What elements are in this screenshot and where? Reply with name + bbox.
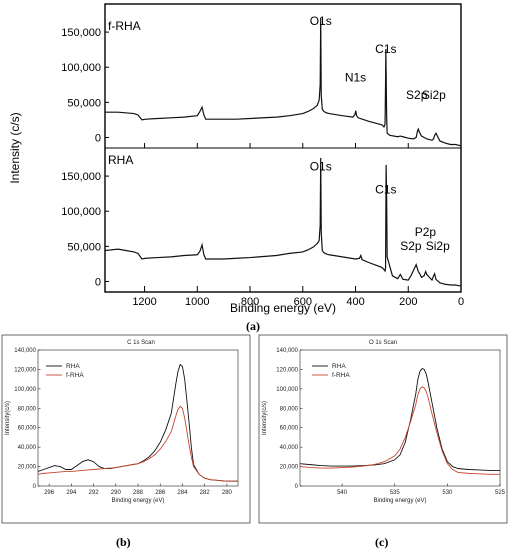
y-tick-label: 140,000: [14, 348, 36, 354]
y-tick-label: 120,000: [14, 367, 36, 373]
x-tick-label: 400: [346, 296, 364, 308]
y-tick-label: 20,000: [18, 465, 37, 471]
y-tick-label: 0: [295, 484, 299, 490]
peak-label: Si2p: [426, 239, 450, 253]
peak-label: C1s: [375, 42, 396, 56]
peak-label: P2p: [415, 225, 437, 239]
panel-c-plot-area: [299, 349, 501, 487]
x-tick-label: 530: [442, 490, 453, 496]
y-tick-label: 50,000: [67, 97, 101, 109]
panel-b-y-ticks: 0 20,000 40,000 60,000 80,000 100,000 120,000 1…: [14, 348, 41, 490]
panel-c-frha-line: [299, 386, 500, 475]
panel-b-frha-line: [37, 405, 238, 482]
panel-a-x-axis-label: Binding energy (eV): [230, 301, 336, 315]
legend-label-rha: RHA: [66, 363, 80, 370]
y-tick-label: 40,000: [18, 445, 37, 451]
panel-a-x-ticks: 1200 1000 800 600 400 200 0: [132, 143, 464, 308]
x-tick-label: 600: [294, 296, 312, 308]
peak-label: Si2p: [422, 88, 446, 102]
panel-c-y-axis-label: Intensity(c/s): [262, 401, 268, 435]
y-tick-label: 150,000: [61, 171, 101, 183]
x-tick-label: 290: [111, 490, 122, 496]
y-tick-label: 60,000: [18, 426, 37, 432]
panel-a-y-axis-label: Intensity (c/s): [8, 112, 22, 183]
x-tick-label: 286: [155, 490, 166, 496]
y-tick-label: 100,000: [61, 206, 101, 218]
peak-label: S2p: [400, 239, 422, 253]
y-tick-label: 60,000: [280, 426, 299, 432]
y-tick-label: 40,000: [280, 445, 299, 451]
x-tick-label: 1000: [185, 296, 209, 308]
panel-b-frame: [1, 334, 251, 524]
y-tick-label: 100,000: [61, 62, 101, 74]
peak-label: O1s: [310, 14, 332, 28]
panel-c-y-ticks: 0 20,000 40,000 60,000 80,000 100,000 120,000 1…: [276, 348, 303, 490]
x-tick-label: 292: [89, 490, 100, 496]
panel-a-caption: (a): [246, 319, 260, 333]
rha-survey-line: [104, 157, 461, 287]
panel-b: C 1s Scan 0 20,000 40,000 60,000 80,000 100,0…: [1, 334, 251, 549]
x-tick-label: 294: [66, 490, 77, 496]
x-tick-label: 535: [390, 490, 401, 496]
y-tick-label: 0: [95, 276, 101, 288]
legend-label-rha: RHA: [332, 363, 346, 370]
peak-label: N1s: [345, 70, 366, 84]
panel-a-y-ticks: 0 50,000 100,000 150,000 0 50,000 100,000 150,0…: [61, 27, 109, 288]
subplot-label-frha: f-RHA: [108, 19, 141, 33]
peak-label: S2p: [406, 88, 428, 102]
y-tick-label: 80,000: [280, 406, 299, 412]
x-tick-label: 525: [495, 490, 506, 496]
subplot-label-rha: RHA: [108, 153, 133, 167]
peak-label: C1s: [375, 183, 396, 197]
x-tick-label: 540: [337, 490, 348, 496]
panel-c-legend: RHA f-RHA: [312, 363, 350, 379]
x-tick-label: 280: [222, 490, 233, 496]
x-tick-label: 284: [177, 490, 188, 496]
panel-c-x-ticks: 540 535 530 525: [337, 483, 506, 496]
panel-c-x-axis-label: Binding energy (eV): [373, 498, 426, 504]
legend-label-frha: f-RHA: [66, 372, 84, 379]
panel-b-x-ticks: 296 294 292 290 288 286 284 282 280: [44, 483, 233, 496]
peak-label: O1s: [310, 159, 332, 173]
x-tick-label: 288: [133, 490, 144, 496]
y-tick-label: 150,000: [61, 27, 101, 39]
x-tick-label: 200: [399, 296, 417, 308]
x-tick-label: 800: [241, 296, 259, 308]
legend-label-frha: f-RHA: [332, 372, 350, 379]
x-tick-label: 1200: [132, 296, 156, 308]
panel-c-title: O 1s Scan: [369, 340, 397, 346]
panel-b-title: C 1s Scan: [127, 340, 155, 346]
panel-c-rha-line: [299, 367, 500, 471]
panel-c-frame: [258, 334, 508, 524]
frha-survey-line: [105, 18, 462, 147]
y-tick-label: 0: [95, 132, 101, 144]
y-tick-label: 50,000: [67, 241, 101, 253]
y-tick-label: 20,000: [280, 465, 299, 471]
panel-c-caption: (c): [375, 535, 388, 549]
x-tick-label: 296: [44, 490, 55, 496]
y-tick-label: 80,000: [18, 406, 37, 412]
x-tick-label: 0: [458, 296, 464, 308]
x-tick-label: 282: [200, 490, 211, 496]
y-tick-label: 120,000: [276, 367, 298, 373]
panel-b-legend: RHA f-RHA: [46, 363, 84, 379]
y-tick-label: 140,000: [276, 348, 298, 354]
panel-b-caption: (b): [116, 535, 131, 549]
panel-a: 0 50,000 100,000 150,000 0 50,000 100,000 150,0…: [8, 3, 464, 333]
panel-b-x-axis-label: Binding energy (eV): [111, 498, 164, 504]
y-tick-label: 100,000: [14, 387, 36, 393]
panel-c: O 1s Scan 0 20,000 40,000 60,000 80,000 100,0…: [258, 334, 508, 549]
y-tick-label: 0: [33, 484, 37, 490]
panel-b-y-axis-label: Intensity(c/s): [5, 401, 11, 435]
y-tick-label: 100,000: [276, 387, 298, 393]
